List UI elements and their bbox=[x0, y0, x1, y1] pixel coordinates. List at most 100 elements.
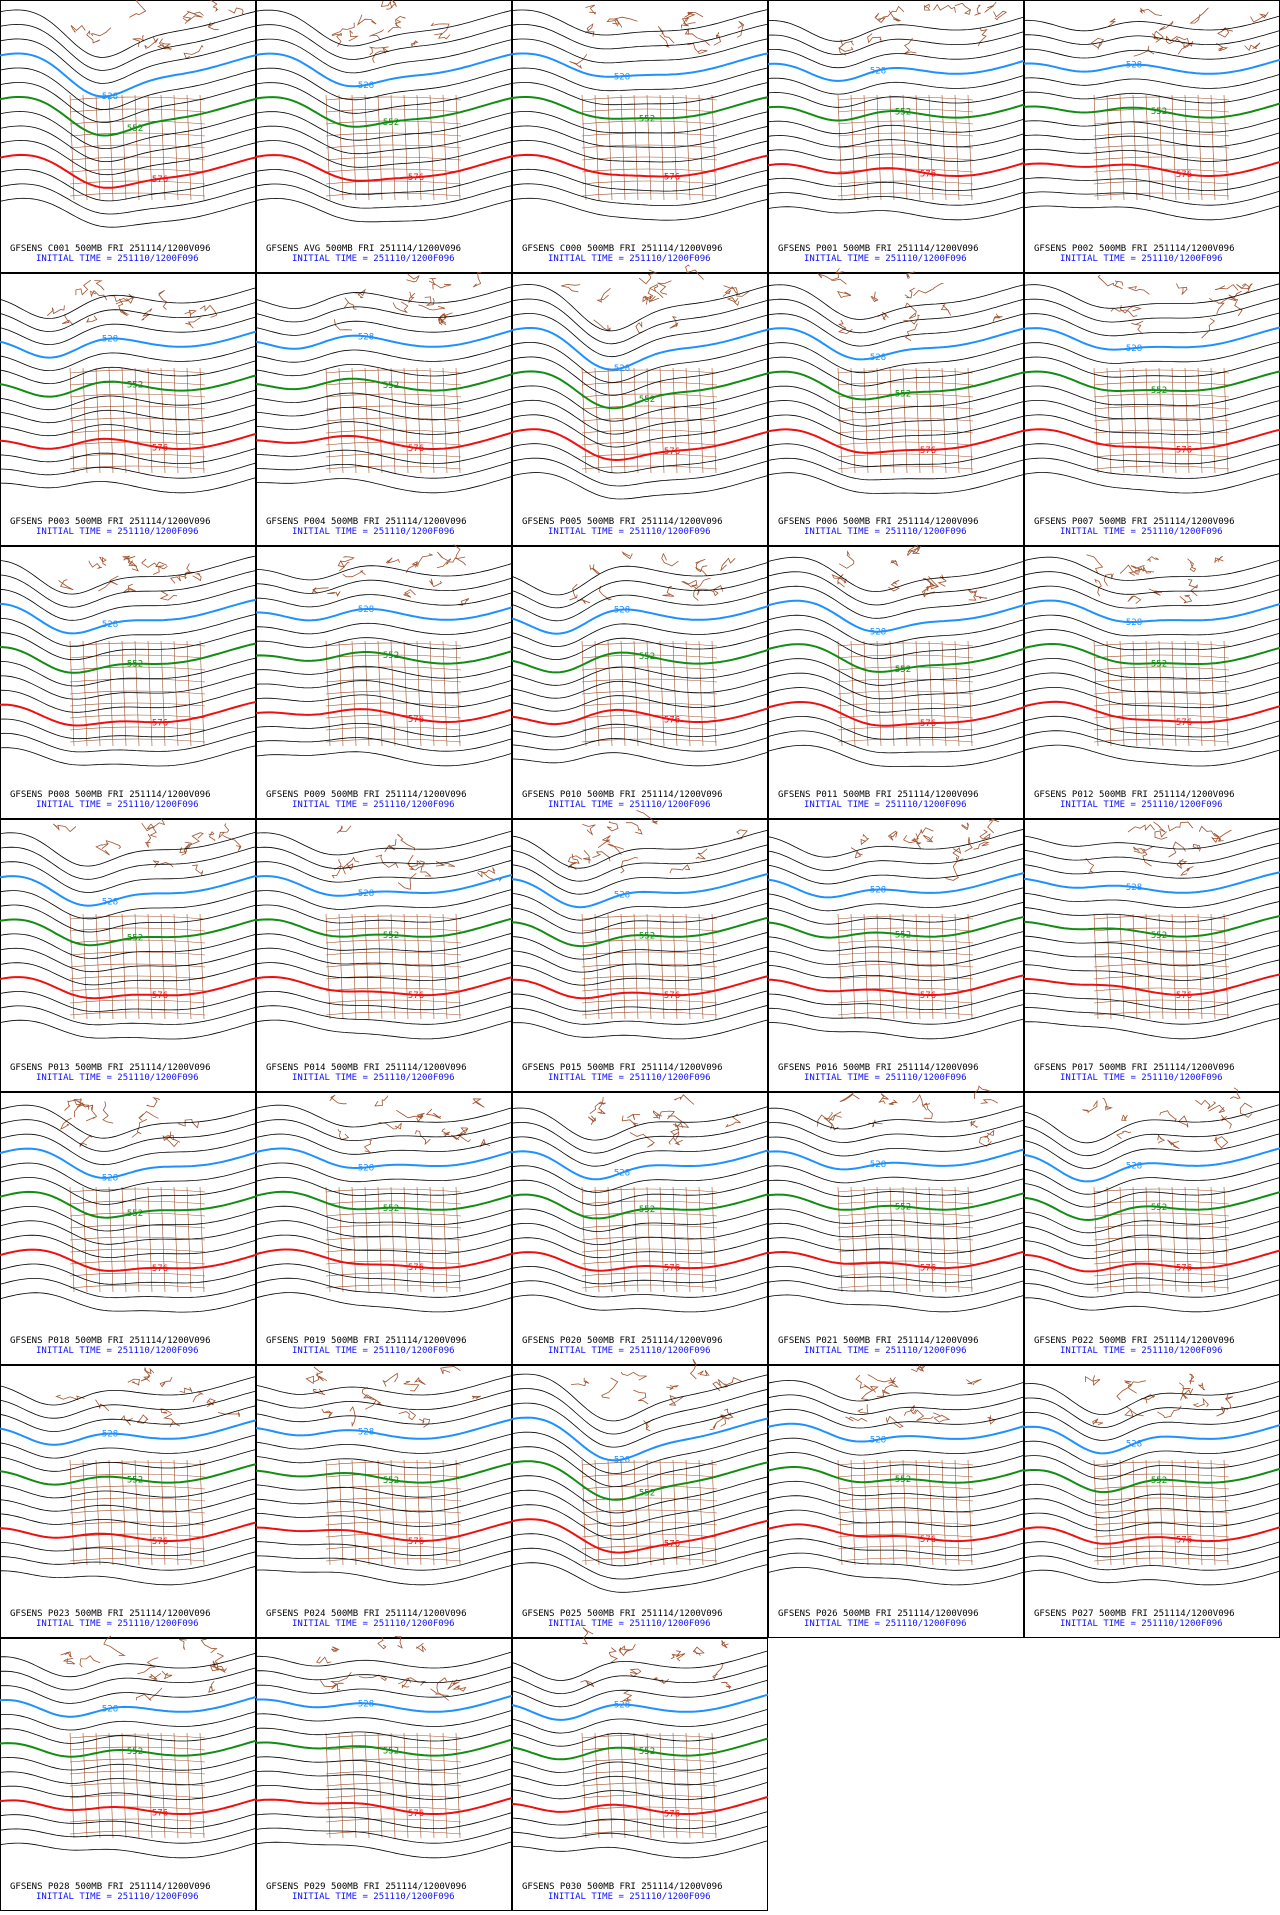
height-contour bbox=[255, 1841, 513, 1859]
coastline bbox=[162, 1131, 179, 1148]
panel-init-time: INITIAL TIME = 251110/1200F096 bbox=[36, 1892, 199, 1902]
height-contour bbox=[767, 858, 1025, 885]
border-line bbox=[1158, 1459, 1164, 1566]
border-line bbox=[1093, 951, 1230, 956]
border-line bbox=[108, 913, 114, 1020]
height-contour bbox=[255, 431, 513, 450]
coastline bbox=[596, 287, 611, 303]
height-contour bbox=[767, 206, 1025, 221]
border-line bbox=[121, 1186, 127, 1293]
border-line bbox=[147, 1459, 153, 1566]
border-line bbox=[837, 915, 974, 920]
border-line bbox=[69, 1521, 206, 1526]
border-line bbox=[1093, 369, 1230, 374]
coastline bbox=[621, 551, 633, 560]
border-line bbox=[69, 96, 206, 101]
height-contour bbox=[0, 1449, 257, 1472]
border-line bbox=[325, 1200, 462, 1205]
border-line bbox=[186, 1732, 192, 1839]
border-line bbox=[889, 1459, 895, 1566]
height-contour bbox=[255, 1477, 513, 1498]
border-line bbox=[581, 640, 587, 747]
height-contour bbox=[511, 472, 769, 500]
border-line bbox=[1093, 1521, 1230, 1526]
border-line bbox=[69, 963, 206, 968]
height-contour bbox=[511, 1208, 769, 1232]
height-contour bbox=[256, 621, 513, 635]
height-contour bbox=[1023, 15, 1280, 32]
coastline bbox=[158, 289, 168, 310]
height-contour bbox=[511, 1708, 769, 1734]
height-contour bbox=[511, 342, 769, 383]
border-line bbox=[69, 1533, 206, 1538]
border-line bbox=[351, 1732, 357, 1839]
height-contour bbox=[511, 52, 769, 78]
height-contour bbox=[511, 1825, 769, 1844]
border-line bbox=[416, 640, 422, 747]
border-line bbox=[902, 1459, 908, 1566]
coastline bbox=[101, 840, 122, 850]
coastline bbox=[681, 579, 698, 588]
coastline bbox=[1228, 290, 1242, 301]
border-line bbox=[325, 1806, 462, 1811]
height-contour bbox=[0, 657, 257, 687]
border-line bbox=[672, 1732, 678, 1839]
panel-init-time: INITIAL TIME = 251110/1200F096 bbox=[804, 527, 967, 537]
coastline bbox=[878, 1093, 889, 1104]
border-line bbox=[581, 913, 587, 1020]
coastline bbox=[188, 832, 204, 846]
coastline bbox=[817, 273, 847, 285]
coastline bbox=[888, 1099, 898, 1106]
coastline bbox=[850, 847, 863, 859]
height-contour bbox=[767, 1134, 1025, 1157]
height-contour bbox=[767, 1394, 1025, 1415]
coastline bbox=[416, 1642, 427, 1653]
border-line bbox=[902, 367, 908, 474]
coastline bbox=[419, 860, 432, 877]
panel-frame bbox=[768, 273, 1024, 546]
coastline bbox=[1213, 1136, 1229, 1149]
border-line bbox=[69, 738, 206, 743]
border-line bbox=[442, 1459, 448, 1566]
height-contour bbox=[0, 745, 257, 767]
coastline bbox=[1197, 1382, 1206, 1391]
height-contour bbox=[1023, 1483, 1280, 1506]
height-contour bbox=[255, 1565, 513, 1586]
coastline bbox=[653, 1677, 669, 1685]
border-line bbox=[863, 94, 869, 201]
coastline bbox=[329, 1094, 347, 1105]
height-contour bbox=[767, 716, 1025, 740]
height-contour bbox=[255, 183, 513, 209]
border-line bbox=[325, 702, 462, 707]
panel-title: GFSENS P024 500MB FRI 251114/1200V096 bbox=[266, 1609, 466, 1619]
panel-title: GFSENS P021 500MB FRI 251114/1200V096 bbox=[778, 1336, 978, 1346]
coastline bbox=[868, 1119, 883, 1128]
coastline bbox=[98, 575, 119, 592]
coastline bbox=[658, 1110, 675, 1120]
height-contour bbox=[511, 1446, 769, 1488]
label-band bbox=[513, 236, 767, 272]
height-contour bbox=[511, 931, 769, 960]
height-contour bbox=[0, 1434, 257, 1459]
height-contour bbox=[1023, 1017, 1280, 1040]
coastline bbox=[597, 1097, 606, 1115]
height-contour bbox=[255, 1738, 513, 1757]
height-contour bbox=[511, 961, 769, 986]
height-contour bbox=[0, 432, 257, 450]
contour-label: 552 bbox=[895, 1475, 911, 1485]
coastline bbox=[415, 1130, 431, 1146]
coastline bbox=[170, 574, 187, 584]
border-line bbox=[173, 640, 179, 747]
height-contour bbox=[255, 1133, 513, 1155]
height-contour bbox=[1023, 744, 1280, 767]
border-line bbox=[69, 690, 206, 695]
height-contour bbox=[0, 1769, 257, 1786]
coastline bbox=[1167, 821, 1194, 832]
border-line bbox=[325, 441, 462, 446]
height-contour bbox=[767, 828, 1025, 858]
height-contour bbox=[1023, 1380, 1280, 1416]
panel-title: GFSENS P015 500MB FRI 251114/1200V096 bbox=[522, 1063, 722, 1073]
height-contour bbox=[0, 890, 257, 920]
